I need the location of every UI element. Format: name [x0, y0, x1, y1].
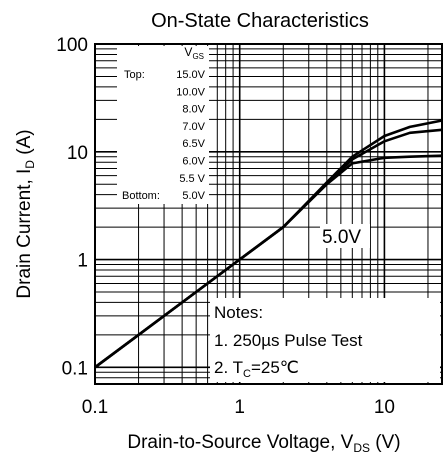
- legend-entry: 5.5 V: [179, 173, 205, 185]
- legend-entry: 15.0V: [176, 69, 205, 81]
- curve-annotation-5v: 5.0V: [322, 227, 361, 248]
- curves: [94, 119, 443, 369]
- legend-bottom-label: Bottom:: [122, 190, 160, 202]
- chart-title: On-State Characteristics: [151, 10, 369, 32]
- annotation-background: [320, 224, 370, 248]
- legend-entry: 5.0V: [182, 190, 205, 202]
- y-tick-label: 0.1: [62, 358, 88, 379]
- notes-line-1: 1. 250µs Pulse Test: [214, 331, 363, 350]
- y-axis-label: Drain Current, ID (A): [14, 129, 37, 298]
- legend-entry: 6.5V: [182, 138, 205, 150]
- x-axis-label: Drain-to-Source Voltage, VDS (V): [127, 432, 400, 455]
- y-tick-label: 1: [77, 251, 88, 272]
- plot-frame: [94, 43, 443, 385]
- notes-title: Notes:: [214, 303, 263, 322]
- x-tick-label: 1: [234, 397, 245, 418]
- y-tick-labels: 0.1 1 10 100: [56, 35, 88, 379]
- notes-background: [210, 298, 440, 382]
- legend-entry: 6.0V: [182, 156, 205, 168]
- legend-entries: 15.0V 10.0V 8.0V 7.0V 6.5V 6.0V 5.5 V 5.0V: [176, 69, 205, 202]
- x-tick-label: 10: [374, 397, 395, 418]
- legend-background: [117, 46, 209, 204]
- legend-top-label: Top:: [124, 69, 145, 81]
- legend-entry: 8.0V: [182, 104, 205, 116]
- y-tick-label: 100: [56, 35, 88, 56]
- legend-entry: 7.0V: [182, 121, 205, 133]
- series-line: [94, 154, 443, 369]
- x-tick-label: 0.1: [82, 397, 108, 418]
- legend-entry: 10.0V: [176, 86, 205, 98]
- notes-line-2: 2. TC=25℃: [214, 358, 299, 380]
- legend-header: VGS: [184, 45, 204, 61]
- x-tick-labels: 0.1 1 10: [82, 397, 395, 418]
- y-tick-label: 10: [67, 143, 88, 164]
